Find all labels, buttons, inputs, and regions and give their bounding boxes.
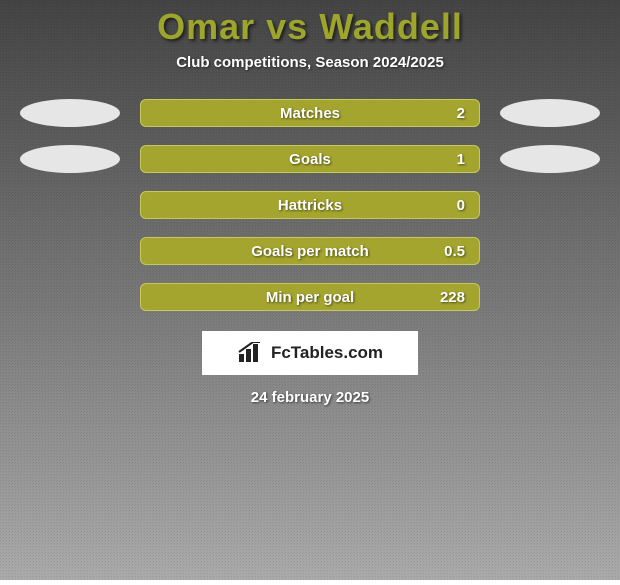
- stat-row: Goals1: [0, 145, 620, 173]
- bar-chart-icon: [237, 342, 265, 364]
- date-text: 24 february 2025: [251, 389, 369, 406]
- stat-row: Goals per match0.5: [0, 237, 620, 265]
- stat-label: Goals: [185, 151, 435, 168]
- left-oval: [20, 99, 120, 127]
- stat-row: Matches2: [0, 99, 620, 127]
- stat-pill: Goals1: [140, 145, 480, 173]
- stat-label: Goals per match: [185, 243, 435, 260]
- stat-label: Hattricks: [185, 197, 435, 214]
- stats-rows: Matches2Goals1Hattricks0Goals per match0…: [0, 99, 620, 311]
- stat-pill: Matches2: [140, 99, 480, 127]
- stat-pill: Hattricks0: [140, 191, 480, 219]
- stat-label: Min per goal: [185, 289, 435, 306]
- stat-pill: Min per goal228: [140, 283, 480, 311]
- stat-value: 1: [435, 151, 465, 168]
- content-wrapper: Omar vs Waddell Club competitions, Seaso…: [0, 0, 620, 580]
- stat-label: Matches: [185, 105, 435, 122]
- stat-value: 0.5: [435, 243, 465, 260]
- stat-value: 0: [435, 197, 465, 214]
- stat-value: 228: [435, 289, 465, 306]
- right-oval: [500, 145, 600, 173]
- branding-text: FcTables.com: [271, 343, 383, 363]
- page-title: Omar vs Waddell: [157, 6, 463, 48]
- stat-row: Min per goal228: [0, 283, 620, 311]
- right-oval: [500, 99, 600, 127]
- subtitle: Club competitions, Season 2024/2025: [176, 54, 444, 71]
- stat-pill: Goals per match0.5: [140, 237, 480, 265]
- branding-badge: FcTables.com: [202, 331, 418, 375]
- stat-row: Hattricks0: [0, 191, 620, 219]
- left-oval: [20, 145, 120, 173]
- stat-value: 2: [435, 105, 465, 122]
